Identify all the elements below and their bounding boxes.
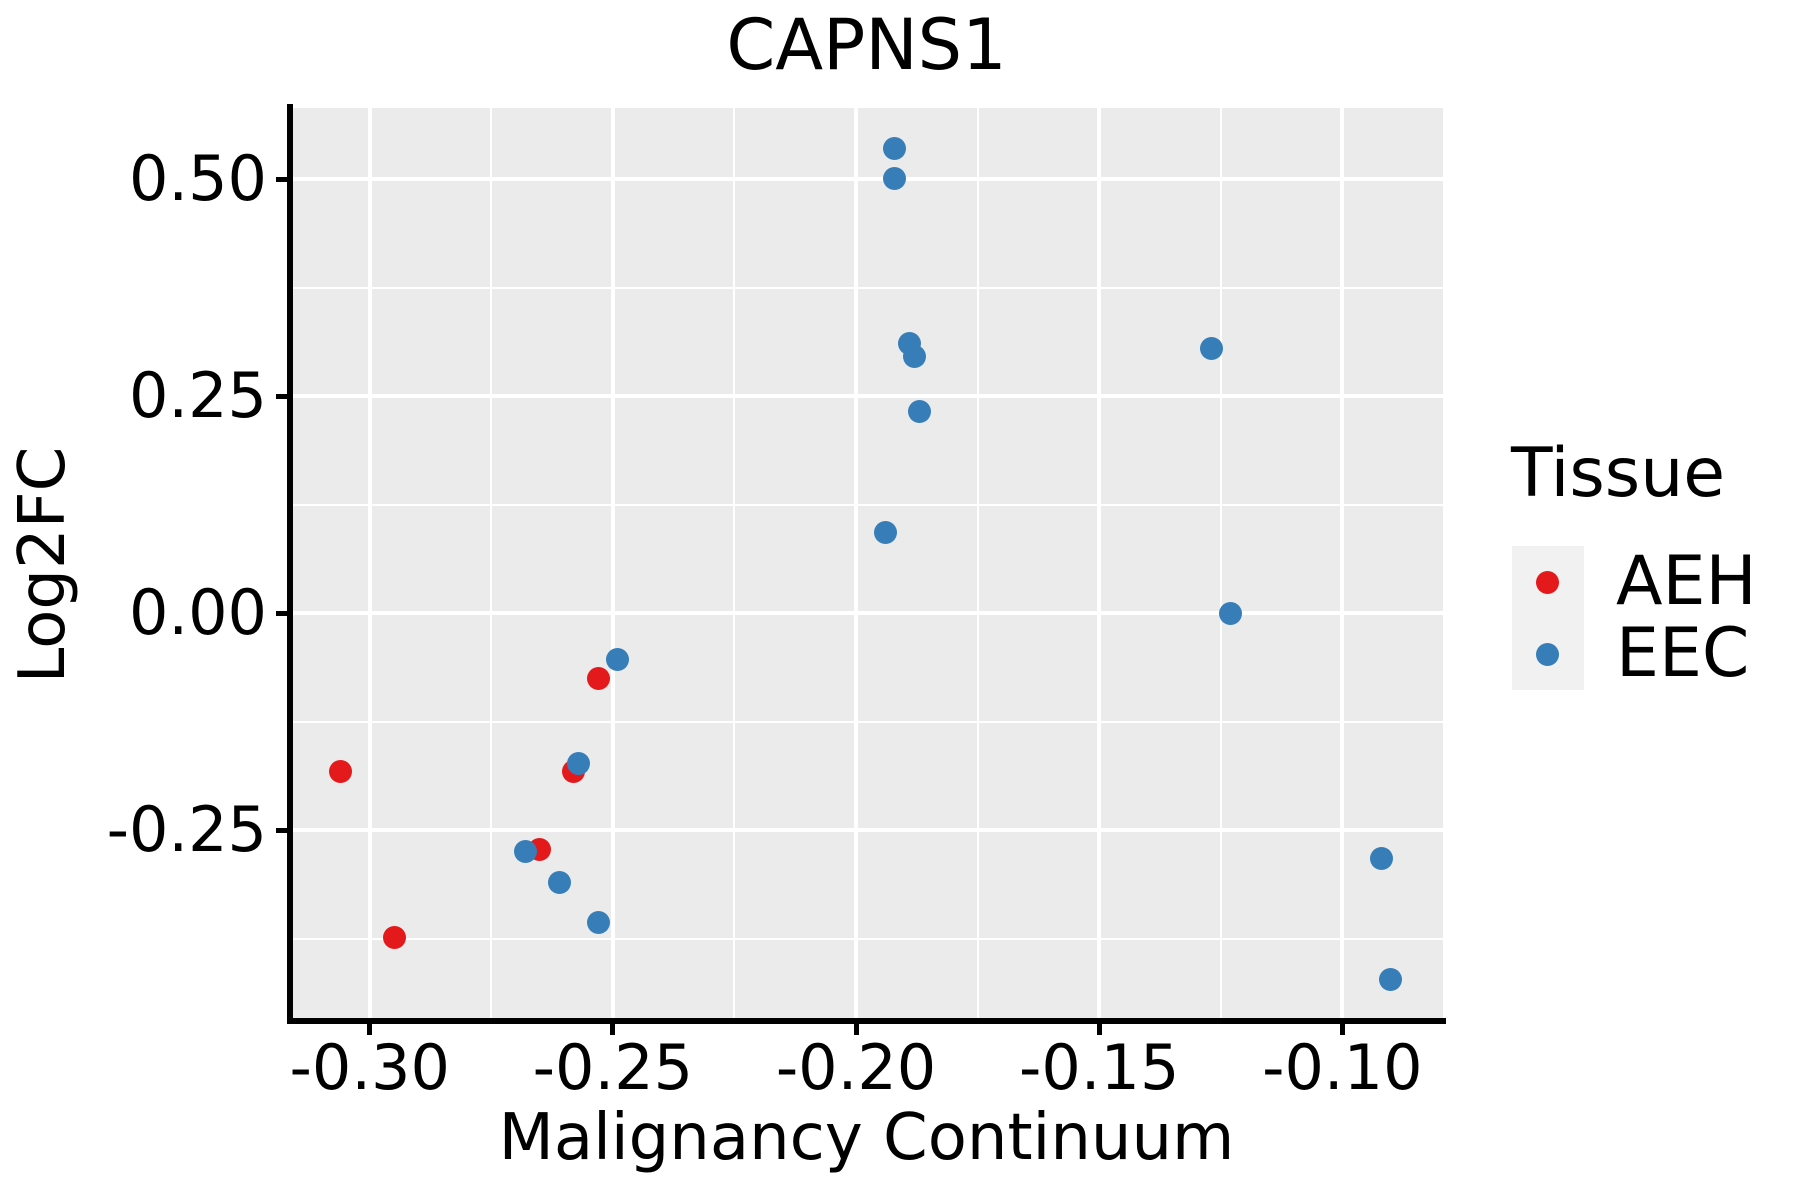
x-tick-label: -0.10	[1262, 1031, 1423, 1104]
x-axis-tick	[1096, 1022, 1102, 1035]
legend-dot-eec-icon	[1536, 643, 1559, 666]
gridline-major-x	[1097, 108, 1102, 1021]
data-point-eec	[883, 137, 907, 161]
gridline-major-x	[854, 108, 859, 1021]
y-axis-title: Log2FC	[6, 446, 80, 684]
data-point-eec	[873, 520, 897, 544]
data-point-aeh	[382, 926, 406, 950]
plot-panel	[290, 108, 1443, 1021]
x-tick-label: -0.20	[775, 1031, 937, 1104]
x-axis-tick	[853, 1022, 859, 1035]
data-point-eec	[567, 751, 591, 775]
data-point-eec	[547, 871, 571, 895]
gridline-major-y	[290, 828, 1443, 833]
data-point-eec	[1199, 336, 1223, 360]
y-axis-tick	[276, 827, 290, 833]
data-point-eec	[883, 166, 907, 190]
y-tick-label: -0.25	[106, 793, 267, 867]
y-tick-label: 0.25	[128, 359, 267, 432]
gridline-minor-y	[290, 937, 1443, 940]
x-tick-label: -0.25	[532, 1031, 694, 1104]
data-point-eec	[902, 345, 926, 369]
y-axis-line	[287, 104, 293, 1024]
x-axis-tick	[610, 1022, 616, 1035]
legend-dot-aeh-icon	[1536, 571, 1559, 594]
y-tick-label: 0.50	[128, 142, 267, 215]
data-point-aeh	[329, 760, 353, 784]
gridline-minor-x	[733, 108, 736, 1021]
gridline-major-y	[290, 394, 1443, 398]
legend-title: Tissue	[1511, 434, 1726, 513]
x-tick-label: -0.15	[1018, 1031, 1180, 1104]
gridline-minor-x	[490, 108, 493, 1021]
x-axis-title: Malignancy Continuum	[498, 1101, 1235, 1175]
y-axis-tick	[276, 610, 290, 616]
gridline-major-x	[1340, 108, 1345, 1021]
chart-title: CAPNS1	[726, 4, 1007, 86]
data-point-aeh	[586, 666, 610, 690]
data-point-eec	[1379, 967, 1403, 991]
gridline-major-y	[290, 177, 1443, 181]
y-tick-label: 0.00	[128, 576, 267, 650]
y-axis-tick	[276, 393, 290, 399]
gridline-minor-x	[976, 108, 979, 1021]
x-tick-label: -0.30	[289, 1031, 450, 1104]
x-axis-line	[287, 1018, 1446, 1024]
legend-label-aeh: AEH	[1616, 542, 1757, 621]
gridline-major-x	[610, 108, 615, 1021]
data-point-eec	[1218, 601, 1242, 625]
legend-label-eec: EEC	[1616, 614, 1750, 693]
gridline-minor-y	[290, 503, 1443, 506]
data-point-eec	[1369, 847, 1393, 871]
gridline-minor-y	[290, 286, 1443, 289]
gridline-minor-y	[290, 720, 1443, 723]
data-point-eec	[586, 911, 610, 935]
gridline-minor-x	[1219, 108, 1222, 1021]
x-axis-tick	[367, 1022, 373, 1035]
gridline-major-x	[367, 108, 372, 1021]
x-axis-tick	[1339, 1022, 1345, 1035]
data-point-eec	[907, 400, 931, 424]
data-point-eec	[513, 840, 537, 864]
gridline-major-y	[290, 611, 1443, 616]
y-axis-tick	[276, 176, 290, 182]
data-point-eec	[606, 648, 630, 672]
